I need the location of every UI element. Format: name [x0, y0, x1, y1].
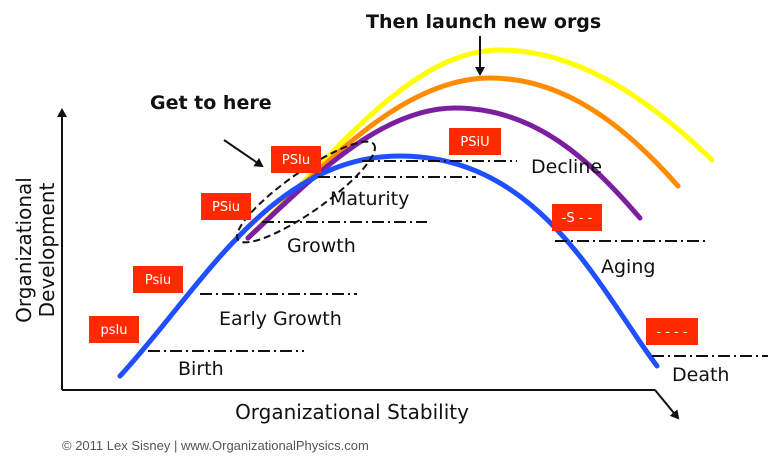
badge-birth: psIu	[89, 316, 139, 343]
badge-maturity: PSIu	[271, 146, 321, 173]
badge-decline-text: PSiU	[460, 135, 489, 150]
x-axis-label: Organizational Stability	[235, 400, 469, 424]
here-arrow-icon	[223, 139, 264, 168]
badge-growth: PSiu	[201, 193, 251, 220]
badge-aging: -S - -	[552, 204, 602, 231]
stage-label-aging: Aging	[601, 256, 655, 278]
y-axis-label-line2: Development	[35, 183, 59, 318]
blue-curve	[117, 153, 660, 379]
badge-death-text: - - - -	[656, 325, 687, 340]
y-axis-label-line1: Organizational	[12, 177, 36, 323]
badge-growth-text: PSiu	[212, 200, 240, 215]
badge-early-growth-text: Psiu	[145, 273, 171, 288]
guide-lines	[148, 160, 768, 357]
target-ellipse	[236, 140, 376, 244]
badge-birth-text: psIu	[100, 323, 127, 338]
copyright-text: © 2011 Lex Sisney | www.OrganizationalPh…	[62, 438, 369, 453]
stage-label-birth: Birth	[178, 358, 224, 380]
stage-label-early-growth: Early Growth	[219, 308, 342, 330]
badge-early-growth: Psiu	[133, 266, 183, 293]
x-axis-arrow	[654, 389, 680, 420]
launch-callout: Then launch new orgs	[366, 11, 601, 33]
stage-label-death: Death	[672, 364, 729, 386]
stage-label-growth: Growth	[287, 235, 356, 257]
badge-decline: PSiU	[449, 128, 501, 155]
stage-label-maturity: Maturity	[330, 188, 409, 210]
badge-aging-text: -S - -	[562, 211, 593, 226]
badge-maturity-text: PSIu	[282, 153, 310, 168]
here-callout: Get to here	[150, 92, 272, 114]
badge-death: - - - -	[646, 318, 698, 345]
stage-label-decline: Decline	[531, 156, 602, 178]
